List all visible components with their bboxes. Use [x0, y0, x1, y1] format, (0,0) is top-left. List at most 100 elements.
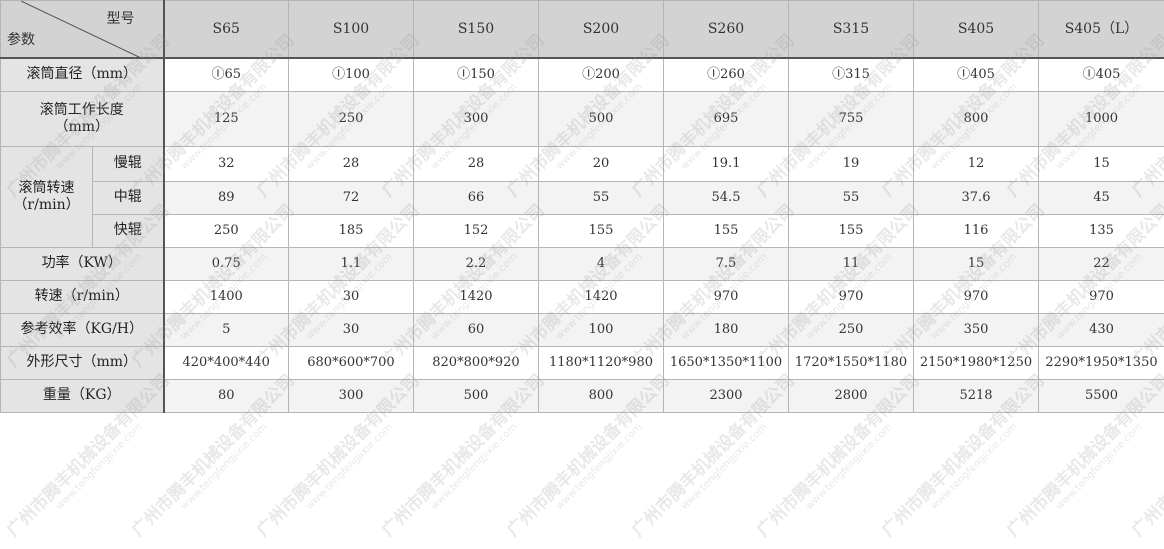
- value-cell: 125: [164, 91, 289, 146]
- speed-group-label: 滚筒转速（r/min）: [1, 146, 93, 247]
- value-cell: 28: [414, 146, 539, 181]
- model-header-6: S405: [914, 1, 1039, 59]
- value-cell: 800: [914, 91, 1039, 146]
- value-cell: 4: [539, 247, 664, 280]
- value-cell: 116: [914, 214, 1039, 247]
- value-cell: 155: [539, 214, 664, 247]
- value-cell: 45: [1039, 181, 1164, 214]
- diagonal-divider: [1, 1, 164, 58]
- value-cell: 970: [789, 280, 914, 313]
- row-label: 外形尺寸（mm）: [1, 346, 164, 379]
- model-header-0: S65: [164, 1, 289, 59]
- value-cell: 60: [414, 313, 539, 346]
- value-cell: 2290*1950*1350: [1039, 346, 1164, 379]
- value-cell: 420*400*440: [164, 346, 289, 379]
- model-header-4: S260: [664, 1, 789, 59]
- value-cell: 72: [289, 181, 414, 214]
- row-label: 滚筒直径（mm）: [1, 58, 164, 91]
- value-cell: 155: [664, 214, 789, 247]
- model-header-3: S200: [539, 1, 664, 59]
- value-cell: 300: [414, 91, 539, 146]
- value-cell: 680*600*700: [289, 346, 414, 379]
- row-label: 重量（KG）: [1, 379, 164, 412]
- value-cell: 500: [539, 91, 664, 146]
- value-cell: 30: [289, 313, 414, 346]
- value-cell: 350: [914, 313, 1039, 346]
- value-cell: 500: [414, 379, 539, 412]
- model-header-2: S150: [414, 1, 539, 59]
- value-cell: 250: [789, 313, 914, 346]
- value-cell: 152: [414, 214, 539, 247]
- row-label: 参考效率（KG/H）: [1, 313, 164, 346]
- value-cell: 755: [789, 91, 914, 146]
- value-cell: 37.6: [914, 181, 1039, 214]
- value-cell: 0.75: [164, 247, 289, 280]
- value-cell: 970: [664, 280, 789, 313]
- value-cell: 185: [289, 214, 414, 247]
- value-cell: 11: [789, 247, 914, 280]
- row-label: 功率（KW）: [1, 247, 164, 280]
- value-cell: 250: [164, 214, 289, 247]
- value-cell: Ⓘ150: [414, 58, 539, 91]
- value-cell: 1420: [414, 280, 539, 313]
- model-label: 型号: [107, 11, 135, 28]
- value-cell: Ⓘ200: [539, 58, 664, 91]
- value-cell: 155: [789, 214, 914, 247]
- model-header-7: S405（L）: [1039, 1, 1164, 59]
- value-cell: Ⓘ65: [164, 58, 289, 91]
- value-cell: 55: [789, 181, 914, 214]
- value-cell: 1420: [539, 280, 664, 313]
- row-label: 滚筒工作长度（mm）: [1, 91, 164, 146]
- value-cell: 250: [289, 91, 414, 146]
- value-cell: 1.1: [289, 247, 414, 280]
- value-cell: 80: [164, 379, 289, 412]
- model-header-5: S315: [789, 1, 914, 59]
- sub-row-label: 快辊: [93, 214, 164, 247]
- value-cell: Ⓘ260: [664, 58, 789, 91]
- value-cell: 1720*1550*1180: [789, 346, 914, 379]
- value-cell: 695: [664, 91, 789, 146]
- value-cell: 5218: [914, 379, 1039, 412]
- value-cell: Ⓘ315: [789, 58, 914, 91]
- value-cell: 180: [664, 313, 789, 346]
- value-cell: 32: [164, 146, 289, 181]
- value-cell: 19.1: [664, 146, 789, 181]
- value-cell: 135: [1039, 214, 1164, 247]
- value-cell: 7.5: [664, 247, 789, 280]
- value-cell: 1180*1120*980: [539, 346, 664, 379]
- value-cell: Ⓘ100: [289, 58, 414, 91]
- value-cell: 300: [289, 379, 414, 412]
- value-cell: 19: [789, 146, 914, 181]
- value-cell: 15: [914, 247, 1039, 280]
- value-cell: 30: [289, 280, 414, 313]
- value-cell: 970: [1039, 280, 1164, 313]
- value-cell: 2300: [664, 379, 789, 412]
- value-cell: 970: [914, 280, 1039, 313]
- value-cell: 89: [164, 181, 289, 214]
- value-cell: Ⓘ405: [1039, 58, 1164, 91]
- value-cell: 5: [164, 313, 289, 346]
- value-cell: 820*800*920: [414, 346, 539, 379]
- corner-header-cell: 型号 参数: [1, 1, 164, 59]
- value-cell: Ⓘ405: [914, 58, 1039, 91]
- value-cell: 66: [414, 181, 539, 214]
- value-cell: 430: [1039, 313, 1164, 346]
- value-cell: 5500: [1039, 379, 1164, 412]
- sub-row-label: 中辊: [93, 181, 164, 214]
- value-cell: 1000: [1039, 91, 1164, 146]
- value-cell: 2800: [789, 379, 914, 412]
- value-cell: 1650*1350*1100: [664, 346, 789, 379]
- value-cell: 20: [539, 146, 664, 181]
- value-cell: 1400: [164, 280, 289, 313]
- value-cell: 54.5: [664, 181, 789, 214]
